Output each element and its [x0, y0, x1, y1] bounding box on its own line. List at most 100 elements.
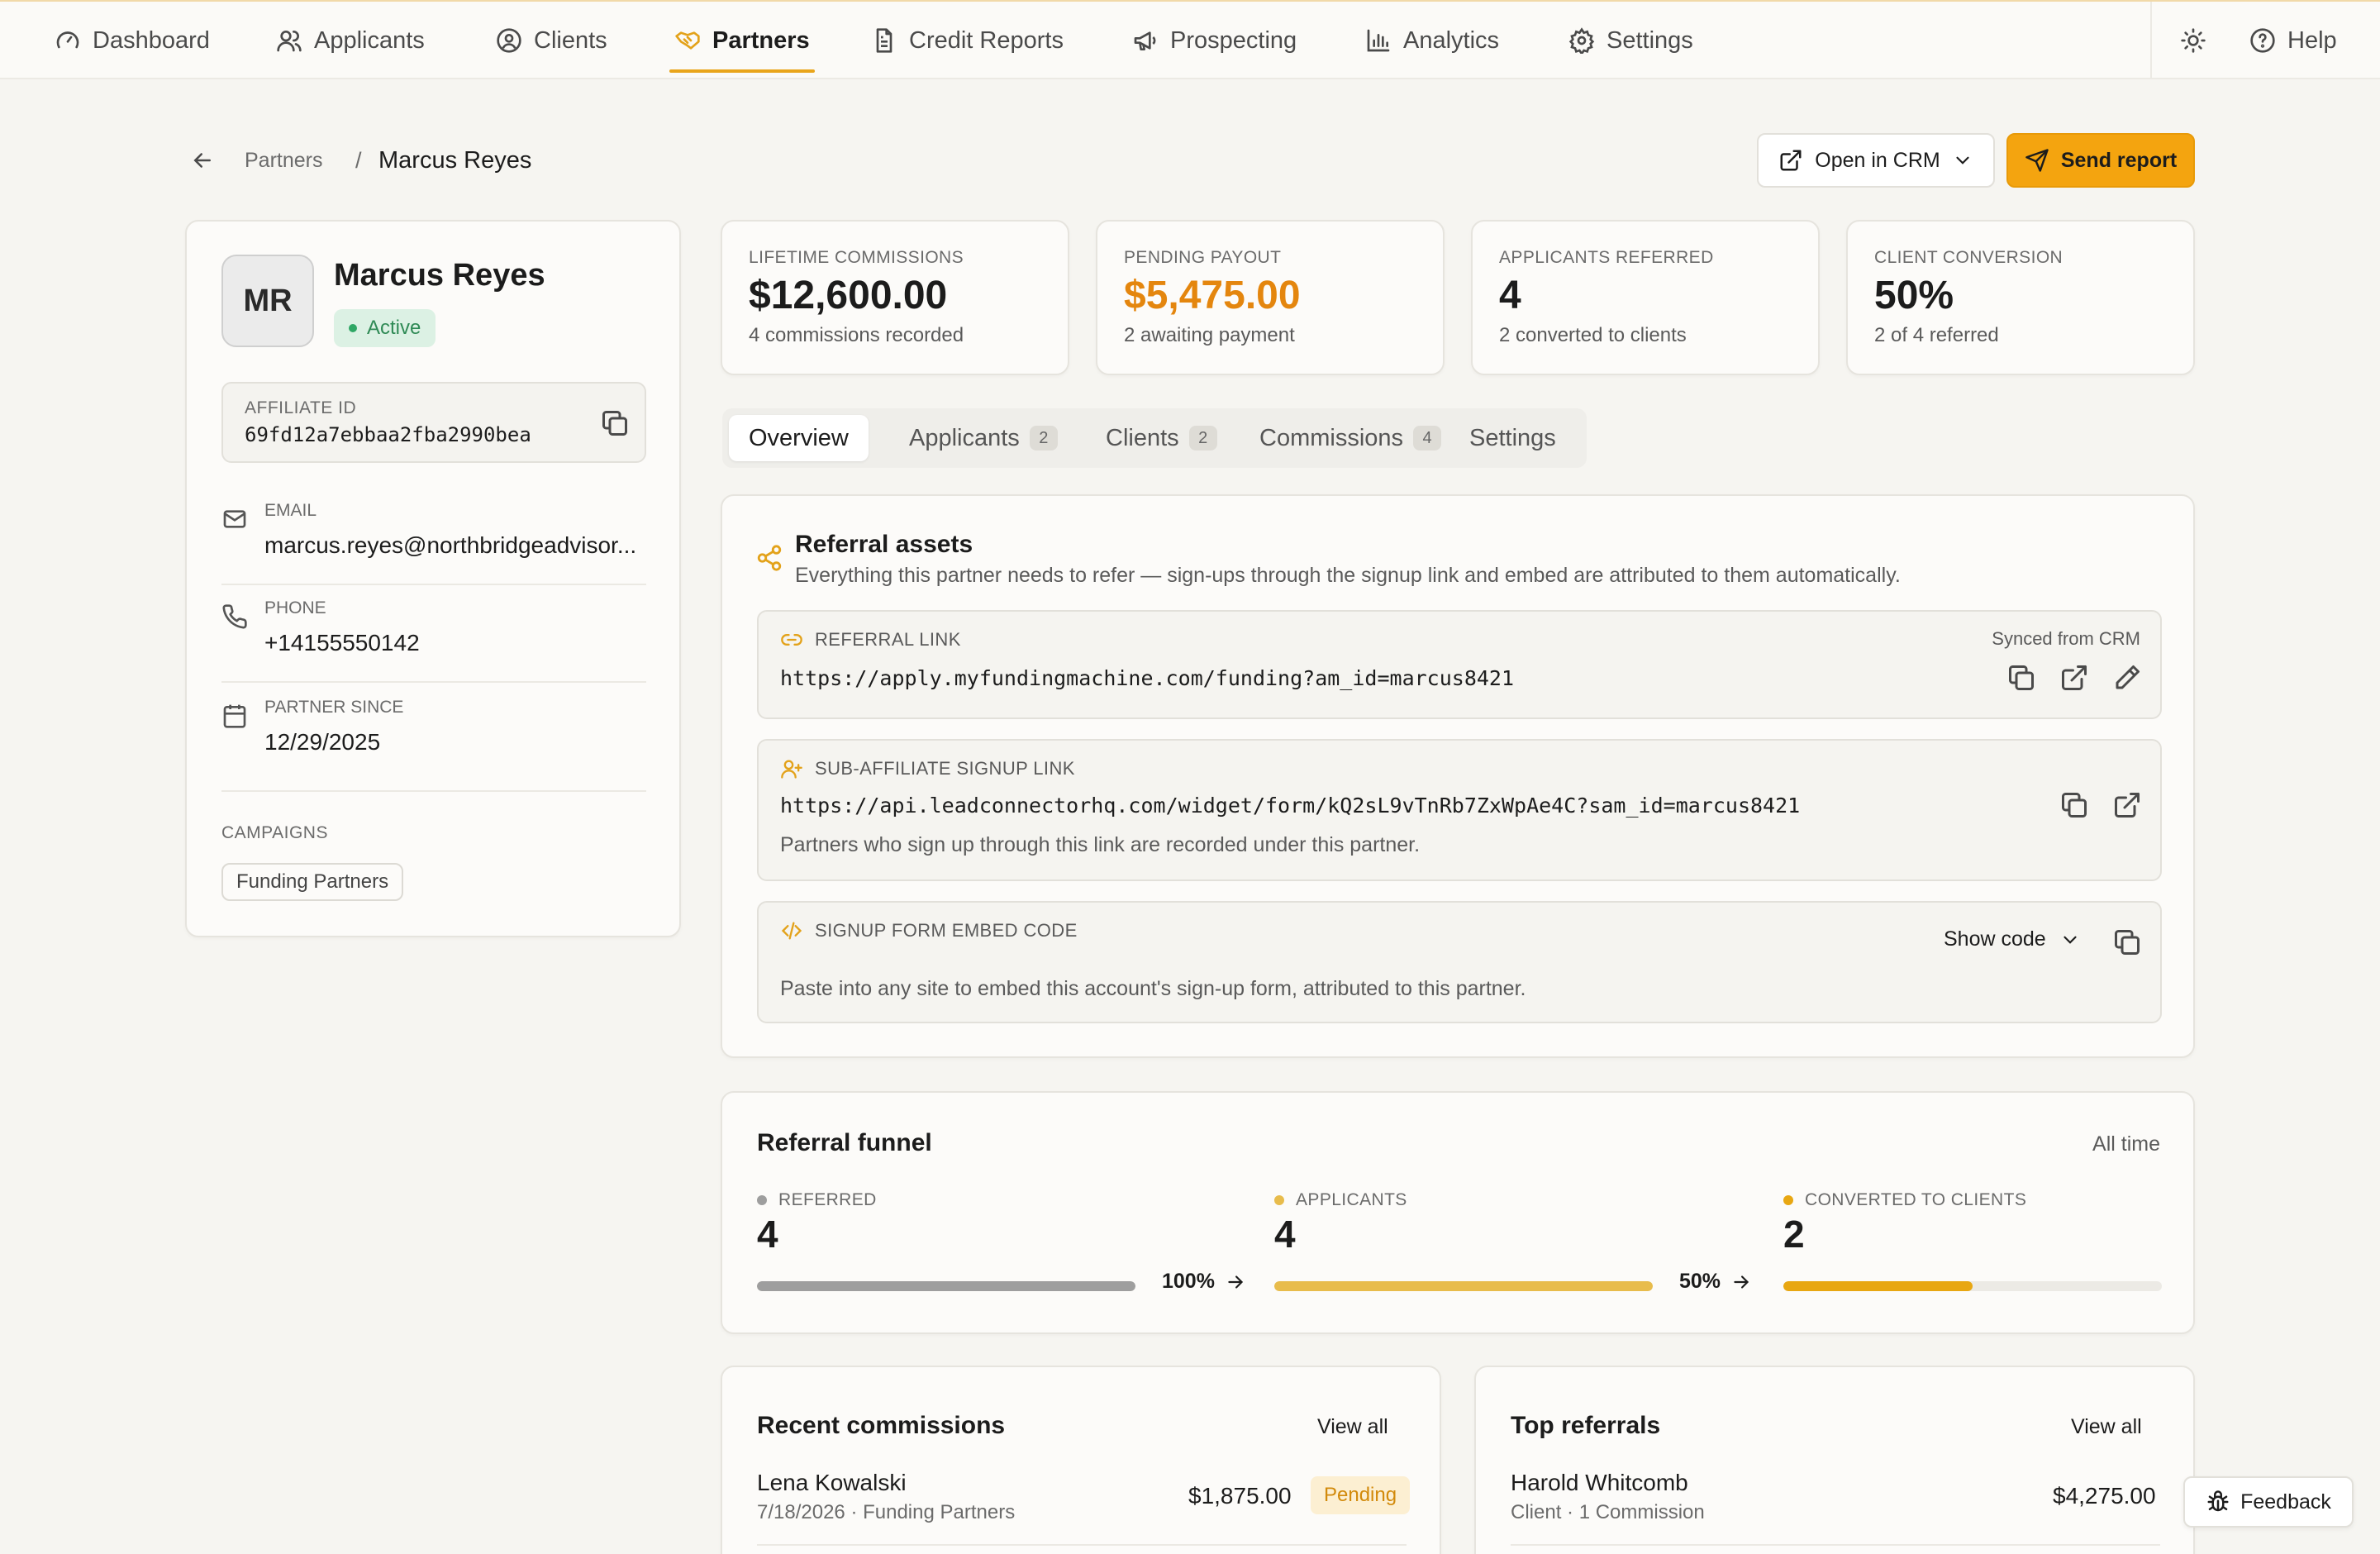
send-icon — [2025, 149, 2049, 172]
view-all-commissions-link[interactable]: View all — [1317, 1415, 1388, 1438]
breadcrumb-parent[interactable]: Partners — [245, 148, 323, 172]
stat-value: $5,475.00 — [1124, 274, 1301, 317]
nav-label: Analytics — [1403, 26, 1500, 54]
funnel-rate-1: 100% — [1162, 1270, 1246, 1294]
referral-sub: Client · 1 Commission — [1511, 1501, 1705, 1523]
nav-help[interactable]: Help — [2249, 2, 2337, 79]
divider — [1511, 1544, 2160, 1546]
stat-value: 4 — [1499, 274, 1521, 317]
edit-referral-link-button[interactable] — [2112, 663, 2142, 693]
tab-count: 2 — [1029, 426, 1058, 450]
external-link-icon — [2062, 665, 2087, 690]
recent-commissions-title: Recent commissions — [757, 1412, 1006, 1439]
campaign-chip[interactable]: Funding Partners — [221, 863, 404, 901]
stat-label: LIFETIME COMMISSIONS — [749, 248, 964, 267]
nav-analytics[interactable]: Analytics — [1365, 2, 1499, 79]
nav-prospecting[interactable]: Prospecting — [1132, 2, 1297, 79]
nav-credit-reports[interactable]: Credit Reports — [871, 2, 1064, 79]
theme-toggle[interactable] — [2180, 2, 2206, 79]
copy-embed-code-button[interactable] — [2112, 927, 2142, 957]
external-link-icon — [1780, 150, 1802, 171]
send-report-label: Send report — [2060, 148, 2178, 172]
show-code-toggle[interactable]: Show code — [1944, 927, 2081, 951]
arrow-left-icon — [193, 153, 211, 168]
user-circle-icon — [497, 28, 521, 53]
nav-clients[interactable]: Clients — [496, 2, 607, 79]
copy-affiliate-id-button[interactable] — [600, 408, 630, 438]
funnel-stages: REFERRED 4 100% APPLICANTS 4 50% CONVERT… — [722, 1190, 2197, 1323]
tab-clients[interactable]: Clients 2 — [1086, 415, 1237, 461]
funnel-bar-fill — [1783, 1281, 1973, 1291]
code-icon — [781, 922, 802, 940]
tab-commissions[interactable]: Commissions 4 — [1240, 415, 1461, 461]
gear-icon — [1568, 27, 1595, 54]
sub-affiliate-url[interactable]: https://api.leadconnectorhq.com/widget/f… — [780, 794, 1801, 818]
funnel-bar-applicants — [1274, 1281, 1653, 1291]
stage-dot — [1274, 1195, 1284, 1205]
tab-overview[interactable]: Overview — [729, 415, 869, 461]
status-badge: Active — [334, 309, 436, 347]
nav-divider — [2150, 2, 2152, 79]
affiliate-id-label: AFFILIATE ID — [245, 398, 357, 417]
send-report-button[interactable]: Send report — [2006, 133, 2195, 188]
nav-label: Prospecting — [1170, 26, 1297, 54]
sub-affiliate-note: Partners who sign up through this link a… — [780, 833, 1421, 856]
gauge-icon — [56, 31, 79, 49]
breadcrumb-separator: / — [355, 147, 362, 173]
stage-dot — [1783, 1195, 1793, 1205]
nav-partners[interactable]: Partners — [674, 2, 810, 79]
nav-label: Credit Reports — [909, 26, 1064, 54]
nav-label: Applicants — [314, 26, 425, 54]
sun-icon — [2181, 28, 2206, 53]
funnel-stage-label: REFERRED — [757, 1190, 877, 1210]
avatar: MR — [221, 255, 314, 347]
nav-label: Partners — [712, 26, 810, 54]
top-referrals-card: Top referrals View all Harold Whitcomb C… — [1474, 1366, 2195, 1554]
view-all-referrals-link[interactable]: View all — [2071, 1415, 2142, 1438]
open-sub-affiliate-link-button[interactable] — [2112, 790, 2142, 820]
feedback-button[interactable]: Feedback — [2183, 1476, 2354, 1528]
stat-sub: 2 awaiting payment — [1124, 324, 1295, 346]
user-plus-icon — [781, 760, 802, 779]
tab-applicants[interactable]: Applicants 2 — [889, 415, 1078, 461]
stat-sub: 2 of 4 referred — [1874, 324, 1999, 346]
nav-dashboard[interactable]: Dashboard — [55, 2, 210, 79]
back-button[interactable] — [190, 144, 215, 177]
divider — [221, 790, 646, 792]
copy-sub-affiliate-link-button[interactable] — [2059, 790, 2089, 820]
stat-pending-payout: PENDING PAYOUT $5,475.00 2 awaiting paym… — [1096, 220, 1445, 375]
stat-value: $12,600.00 — [749, 274, 948, 317]
help-circle-icon — [2250, 28, 2275, 53]
referral-link-url[interactable]: https://apply.myfundingmachine.com/fundi… — [780, 666, 1515, 690]
chevron-down-icon — [2063, 936, 2077, 944]
referral-link-label: REFERRAL LINK — [815, 629, 961, 650]
copy-referral-link-button[interactable] — [2006, 663, 2036, 693]
tab-label: Commissions — [1259, 424, 1404, 451]
link-icon — [781, 634, 802, 646]
tab-label: Clients — [1106, 424, 1179, 451]
referral-link-box: REFERRAL LINK Synced from CRM https://ap… — [757, 610, 2162, 719]
email-value[interactable]: marcus.reyes@northbridgeadvisor... — [264, 532, 637, 558]
funnel-rate-2: 50% — [1679, 1270, 1752, 1294]
referral-name: Harold Whitcomb — [1511, 1470, 1688, 1495]
stage-label-text: APPLICANTS — [1296, 1190, 1407, 1209]
nav-applicants[interactable]: Applicants — [276, 2, 425, 79]
open-referral-link-button[interactable] — [2059, 663, 2089, 693]
chevron-down-icon — [1956, 156, 1969, 164]
funnel-range[interactable]: All time — [2092, 1132, 2160, 1156]
sub-affiliate-link-box: SUB-AFFILIATE SIGNUP LINK https://api.le… — [757, 739, 2162, 881]
tab-label: Settings — [1469, 424, 1556, 451]
phone-value[interactable]: +14155550142 — [264, 630, 420, 655]
embed-code-box: SIGNUP FORM EMBED CODE Show code Paste i… — [757, 901, 2162, 1023]
breadcrumb-current: Marcus Reyes — [378, 146, 532, 174]
tab-settings[interactable]: Settings — [1449, 415, 1576, 461]
stat-sub: 2 converted to clients — [1499, 324, 1687, 346]
phone-label: PHONE — [264, 598, 326, 617]
stage-label-text: REFERRED — [778, 1190, 877, 1209]
open-in-crm-button[interactable]: Open in CRM — [1757, 133, 1995, 188]
funnel-bar-fill — [1274, 1281, 1653, 1291]
partner-since-value: 12/29/2025 — [264, 729, 381, 755]
arrow-right-icon — [1734, 1275, 1749, 1289]
nav-settings[interactable]: Settings — [1568, 2, 1693, 79]
stat-client-conversion: CLIENT CONVERSION 50% 2 of 4 referred — [1846, 220, 2195, 375]
